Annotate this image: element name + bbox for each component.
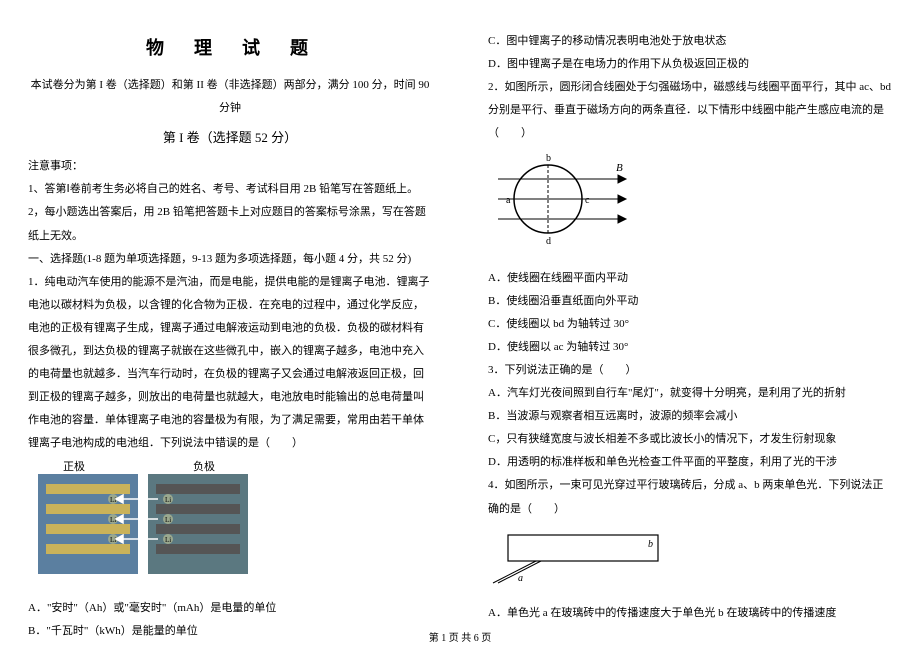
circle-diagram: b d a c B: [488, 149, 892, 258]
svg-text:b: b: [648, 539, 653, 550]
page-footer: 第 1 页 共 6 页: [0, 629, 920, 644]
notice-head: 注意事项：: [28, 155, 432, 178]
q3-opt-d: D．用透明的标准样板和单色光检查工件平面的平整度，利用了光的干涉: [488, 451, 892, 474]
notice-1: 1、答第Ⅰ卷前考生务必将自己的姓名、考号、考试科目用 2B 铅笔写在答题纸上。: [28, 178, 432, 201]
exam-subtitle: 本试卷分为第 I 卷（选择题）和第 II 卷（非选择题）两部分，满分 100 分…: [28, 74, 432, 120]
battery-pos-label: 正极: [63, 460, 85, 473]
q2-opt-b: B．使线圈沿垂直纸面向外平动: [488, 290, 892, 313]
svg-text:B: B: [616, 162, 623, 174]
q2-body: 2．如图所示，圆形闭合线圈处于匀强磁场中，磁感线与线圈平面平行，其中 ac、bd…: [488, 76, 892, 145]
section-heading: 第 I 卷（选择题 52 分）: [28, 124, 432, 151]
q3-opt-c: C，只有狭缝宽度与波长相差不多或比波长小的情况下，才发生衍射现象: [488, 428, 892, 451]
svg-text:Li: Li: [110, 516, 116, 524]
glass-diagram: a b: [488, 525, 892, 594]
q1-opt-d: D．图中锂离子是在电场力的作用下从负极返回正极的: [488, 53, 892, 76]
exam-title: 物 理 试 题: [28, 30, 432, 68]
notice-2: 2，每小题选出答案后，用 2B 铅笔把答题卡上对应题目的答案标号涂黑，写在答题纸…: [28, 201, 432, 247]
svg-text:Li: Li: [165, 516, 171, 524]
q2-opt-c: C．使线圈以 bd 为轴转过 30°: [488, 313, 892, 336]
svg-text:Li: Li: [110, 536, 116, 544]
svg-text:Li: Li: [110, 496, 116, 504]
q3-opt-b: B．当波源与观察者相互远离时，波源的频率会减小: [488, 405, 892, 428]
svg-text:c: c: [585, 195, 590, 206]
q1-opt-a: A．"安时"（Ah）或"毫安时"（mAh）是电量的单位: [28, 597, 432, 620]
q1-body: 1．纯电动汽车使用的能源不是汽油，而是电能，提供电能的是锂离子电池．锂离子电池以…: [28, 271, 432, 456]
svg-text:d: d: [546, 236, 551, 247]
svg-text:b: b: [546, 153, 551, 164]
q2-opt-d: D．使线圈以 ac 为轴转过 30°: [488, 336, 892, 359]
svg-text:a: a: [518, 573, 523, 584]
battery-diagram: 正极 负极 Li Li: [28, 460, 432, 589]
instructions: 一、选择题(1-8 题为单项选择题，9-13 题为多项选择题，每小题 4 分，共…: [28, 248, 432, 271]
left-column: 物 理 试 题 本试卷分为第 I 卷（选择题）和第 II 卷（非选择题）两部分，…: [0, 0, 460, 650]
q4-body: 4．如图所示，一束可见光穿过平行玻璃砖后，分成 a、b 两束单色光．下列说法正确…: [488, 474, 892, 520]
right-column: C．图中锂离子的移动情况表明电池处于放电状态 D．图中锂离子是在电场力的作用下从…: [460, 0, 920, 650]
q3-body: 3．下列说法正确的是（ ）: [488, 359, 892, 382]
q1-opt-c: C．图中锂离子的移动情况表明电池处于放电状态: [488, 30, 892, 53]
q3-opt-a: A．汽车灯光夜间照到自行车"尾灯"，就变得十分明亮，是利用了光的折射: [488, 382, 892, 405]
svg-text:a: a: [506, 195, 511, 206]
battery-neg-label: 负极: [193, 460, 215, 473]
q2-opt-a: A．使线圈在线圈平面内平动: [488, 267, 892, 290]
q4-opt-a: A．单色光 a 在玻璃砖中的传播速度大于单色光 b 在玻璃砖中的传播速度: [488, 602, 892, 625]
svg-text:Li: Li: [165, 496, 171, 504]
svg-text:Li: Li: [165, 536, 171, 544]
